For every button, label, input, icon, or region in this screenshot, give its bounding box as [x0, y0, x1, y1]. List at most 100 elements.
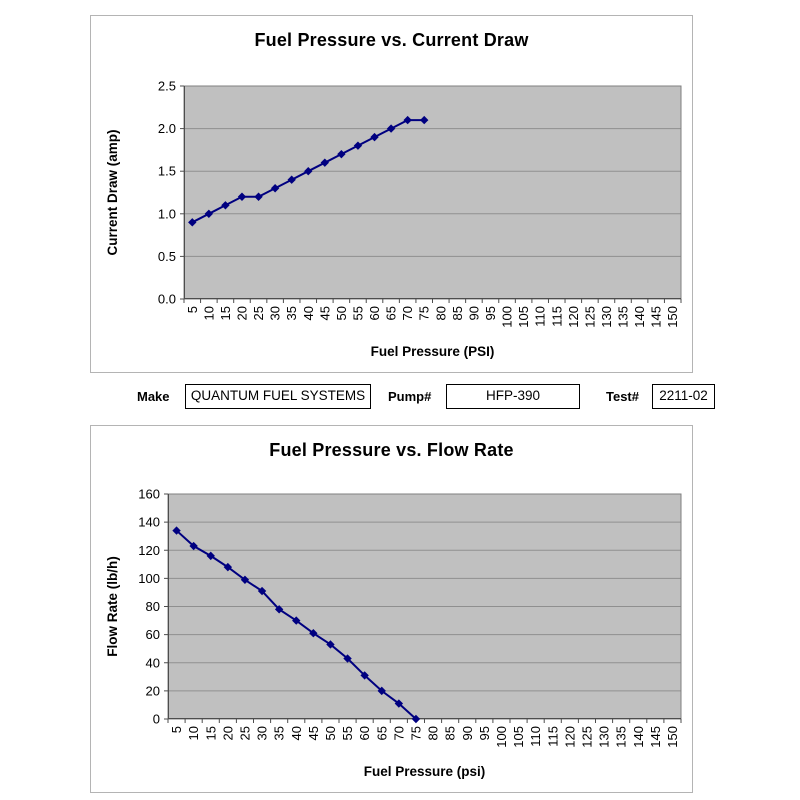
x-tick-label: 140 [632, 306, 647, 328]
x-tick-label: 135 [614, 726, 629, 748]
x-axis-title: Fuel Pressure (PSI) [371, 344, 495, 359]
data-point [360, 671, 369, 680]
y-tick-label: 1.5 [158, 164, 176, 179]
y-tick-label: 20 [146, 683, 160, 698]
data-point [189, 541, 198, 551]
test-number-field[interactable]: 2211-02 [652, 384, 715, 409]
x-tick-label: 130 [597, 726, 612, 748]
x-tick-label: 115 [545, 726, 560, 747]
make-field[interactable]: QUANTUM FUEL SYSTEMS [185, 384, 371, 409]
x-tick-label: 105 [511, 726, 526, 748]
data-point [411, 714, 421, 724]
flow-rate-chart: 0 20 40 60 80 100 120 140 160 5 10 15 20 25 30 35 40 45 50… [90, 425, 693, 793]
x-tick-label: 85 [450, 306, 465, 320]
data-point [394, 699, 404, 708]
y-tick-label: 0 [153, 712, 160, 727]
y-tick-label: 80 [146, 599, 160, 614]
data-point [237, 192, 247, 201]
y-tick-label: 2.5 [158, 79, 176, 94]
data-point [353, 141, 363, 150]
x-tick-label: 75 [417, 306, 432, 320]
x-tick-label: 25 [251, 306, 266, 320]
x-tick-label: 120 [562, 726, 577, 748]
data-point [188, 218, 197, 227]
y-tick-label: 1.0 [158, 206, 176, 221]
x-tick-label: 10 [186, 726, 201, 740]
y-tick-label: 60 [146, 627, 160, 642]
data-point [254, 192, 263, 201]
y-tick-label: 40 [146, 655, 160, 670]
x-tick-label: 85 [443, 726, 458, 740]
x-tick-label: 150 [665, 306, 680, 328]
x-tick-label: 100 [500, 306, 515, 328]
x-tick-label: 95 [477, 726, 492, 740]
x-tick-label: 70 [400, 306, 415, 320]
x-tick-label: 105 [516, 306, 531, 328]
x-tick-label: 10 [201, 306, 216, 320]
data-point [309, 629, 318, 638]
plot-area [184, 86, 681, 299]
x-tick-label: 115 [549, 306, 564, 327]
x-tick-label: 150 [665, 726, 680, 748]
y-tick-label: 140 [138, 515, 160, 530]
x-tick-label: 55 [340, 726, 355, 740]
x-tick-label: 55 [350, 306, 365, 320]
x-tick-label: 50 [334, 306, 349, 320]
x-tick-label: 5 [169, 726, 184, 733]
data-point [221, 201, 230, 210]
make-label: Make [137, 389, 170, 404]
y-tick-label: 100 [138, 571, 160, 586]
data-point [206, 551, 215, 561]
x-tick-label: 5 [185, 306, 200, 313]
data-point [274, 605, 284, 614]
x-tick-label: 15 [218, 306, 233, 320]
x-tick-label: 30 [255, 726, 270, 740]
y-axis-title: Current Draw (amp) [105, 129, 120, 255]
x-tick-label: 125 [579, 726, 594, 748]
data-point [257, 586, 267, 596]
x-tick-label: 20 [234, 306, 249, 320]
x-tick-label: 130 [599, 306, 614, 328]
x-tick-label: 30 [268, 306, 283, 320]
chart-title-flow-rate: Fuel Pressure vs. Flow Rate [269, 440, 514, 460]
x-tick-label: 90 [466, 306, 481, 320]
y-tick-label: 160 [138, 487, 160, 502]
x-tick-label: 125 [582, 306, 597, 328]
data-point [377, 686, 386, 696]
x-tick-label: 75 [408, 726, 423, 740]
pump-number-label: Pump# [388, 389, 432, 404]
pump-number-field[interactable]: HFP-390 [446, 384, 580, 409]
x-tick-label: 145 [649, 306, 664, 328]
data-point [326, 640, 335, 649]
y-tick-label: 0.0 [158, 292, 176, 307]
data-point [223, 562, 233, 572]
x-tick-label: 80 [433, 306, 448, 320]
data-point [287, 175, 296, 184]
y-axis-title: Flow Rate (lb/h) [105, 556, 120, 657]
current-draw-chart: 0.0 0.5 1.0 1.5 2.0 2.5 5 10 15 20 25 30 35 40 45 50 55 6… [90, 15, 693, 373]
data-point [320, 158, 330, 167]
x-tick-label: 120 [566, 306, 581, 328]
pump-info-row: Make QUANTUM FUEL SYSTEMS Pump# HFP-390 … [0, 383, 800, 411]
data-point [292, 616, 301, 625]
x-tick-label: 90 [460, 726, 475, 740]
x-tick-label: 95 [483, 306, 498, 320]
y-tick-label: 2.0 [158, 121, 176, 136]
x-tick-label: 15 [203, 726, 218, 740]
data-point [370, 132, 379, 142]
x-tick-label: 35 [284, 306, 299, 320]
data-point [304, 167, 313, 176]
x-tick-label: 65 [384, 306, 399, 320]
x-tick-label: 80 [426, 726, 441, 740]
y-tick-label: 0.5 [158, 249, 176, 264]
current-draw-plot: 0.00.51.01.52.02.55 10 15 20 25 30 35 40 45 50 55 6… [105, 79, 682, 359]
x-tick-label: 140 [631, 726, 646, 748]
x-tick-label: 35 [272, 726, 287, 740]
x-tick-label: 40 [289, 726, 304, 740]
data-point [403, 115, 412, 125]
test-number-label: Test# [606, 389, 639, 404]
x-tick-label: 60 [357, 726, 372, 740]
x-tick-label: 20 [220, 726, 235, 740]
x-tick-label: 45 [306, 726, 321, 740]
